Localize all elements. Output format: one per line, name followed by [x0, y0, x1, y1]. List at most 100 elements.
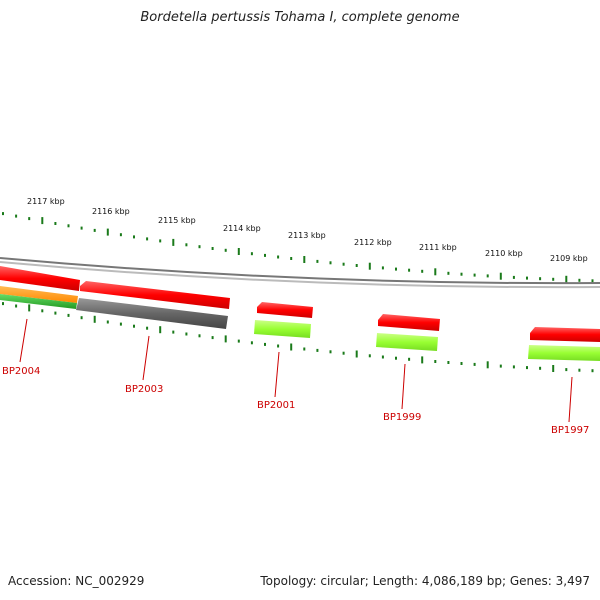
genome-backbone [0, 257, 600, 289]
minor-tick [368, 354, 371, 358]
minor-tick [565, 368, 568, 372]
tick-label: 2117 kbp [27, 197, 65, 206]
minor-tick [67, 313, 70, 317]
minor-tick [381, 266, 384, 270]
minor-tick [578, 368, 581, 372]
minor-tick [591, 369, 594, 373]
minor-tick [355, 264, 358, 267]
minor-tick [591, 279, 594, 283]
major-tick [28, 304, 31, 312]
minor-tick [133, 235, 135, 239]
major-tick [499, 272, 502, 280]
minor-tick [277, 255, 280, 259]
minor-tick [67, 224, 70, 228]
minor-tick [159, 239, 162, 243]
minor-tick [329, 350, 332, 354]
minor-tick [2, 302, 4, 306]
gene-bp2001-forward[interactable] [257, 302, 313, 318]
topology-summary: Topology: circular; Length: 4,086,189 bp… [260, 574, 590, 588]
gene-bp2001-reverse[interactable] [254, 320, 311, 338]
minor-tick [316, 259, 319, 263]
minor-tick [2, 212, 4, 216]
minor-tick [460, 272, 463, 276]
tick-label: 2114 kbp [223, 224, 261, 233]
major-tick [237, 248, 240, 255]
major-tick [552, 365, 555, 372]
reverse-strand-features [0, 286, 600, 361]
minor-tick [54, 222, 57, 225]
gene-label-bp2004[interactable]: BP2004 [2, 366, 40, 377]
minor-tick [395, 356, 397, 360]
gene-labels: BP2004 BP2003 BP2001 BP1999 BP1997 [2, 366, 589, 436]
gene-label-bp1999[interactable]: BP1999 [383, 412, 421, 423]
minor-tick [198, 245, 201, 249]
minor-tick [290, 257, 293, 260]
gene-label-bp2003[interactable]: BP2003 [125, 384, 163, 395]
map-title: Bordetella pertussis Tohama I, complete … [140, 10, 460, 25]
tick-label: 2113 kbp [288, 231, 326, 240]
minor-tick [264, 253, 266, 257]
minor-tick [539, 277, 542, 281]
minor-tick [80, 316, 83, 320]
major-tick [565, 275, 568, 283]
minor-tick [447, 361, 450, 364]
minor-tick [250, 341, 253, 345]
major-tick [355, 350, 358, 358]
minor-tick [578, 278, 581, 282]
minor-tick [512, 275, 515, 279]
minor-tick [106, 320, 109, 324]
minor-tick [512, 365, 515, 369]
gene-bp2003-forward[interactable] [80, 281, 230, 309]
minor-tick [460, 362, 463, 365]
major-tick [486, 361, 489, 369]
minor-tick [80, 226, 83, 230]
minor-tick [395, 267, 397, 271]
minor-tick [421, 269, 424, 273]
major-tick [421, 356, 424, 364]
tick-label: 2111 kbp [419, 243, 457, 252]
minor-tick [133, 324, 135, 328]
minor-tick [185, 243, 188, 247]
minor-tick [54, 311, 57, 315]
minor-tick [486, 274, 489, 278]
minor-tick [15, 304, 18, 308]
minor-tick [28, 217, 31, 221]
gene-label-bp2001[interactable]: BP2001 [257, 400, 295, 411]
minor-tick [526, 366, 528, 370]
tick-label: 2109 kbp [550, 254, 588, 263]
gene-label-leaders [19, 318, 573, 423]
gene-bp2004-forward[interactable] [0, 266, 80, 291]
major-tick [93, 315, 96, 323]
minor-tick [539, 366, 542, 370]
minor-tick [211, 247, 214, 250]
gene-bp1999-reverse[interactable] [376, 333, 438, 351]
minor-tick [303, 347, 306, 351]
minor-tick [552, 277, 555, 281]
tick-label: 2110 kbp [485, 249, 523, 258]
gene-label-bp1997[interactable]: BP1997 [551, 425, 589, 436]
minor-tick [119, 322, 122, 326]
minor-tick [41, 309, 44, 313]
major-tick [224, 335, 227, 343]
minor-tick [473, 362, 476, 366]
tick-label: 2115 kbp [158, 216, 196, 225]
green-feature[interactable] [0, 294, 77, 309]
minor-tick [224, 248, 227, 252]
major-tick [172, 238, 175, 246]
minor-tick [316, 348, 319, 352]
major-tick [434, 268, 437, 276]
gene-bp1999-forward[interactable] [378, 314, 440, 331]
gene-bp1997-forward[interactable] [530, 327, 600, 342]
minor-tick [146, 237, 149, 241]
gene-bp2003-reverse[interactable] [76, 298, 228, 329]
minor-tick [250, 252, 253, 256]
minor-tick [329, 261, 332, 265]
gene-bp1997-reverse[interactable] [528, 345, 600, 361]
minor-tick [15, 214, 18, 218]
minor-tick [198, 334, 201, 338]
minor-tick [185, 332, 188, 336]
minor-tick [172, 330, 175, 334]
orange-feature[interactable] [0, 286, 78, 303]
minor-tick [277, 344, 280, 348]
